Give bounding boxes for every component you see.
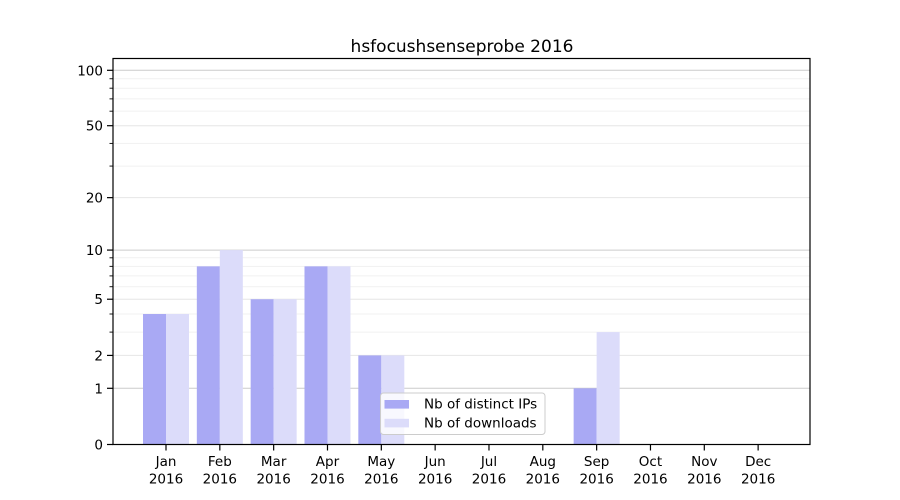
y-tick-label: 5 [94,292,103,308]
y-tick-label: 20 [86,191,103,207]
bar-apr-series1 [327,266,351,445]
bar-mar-series1 [273,299,297,445]
legend-swatch-distinct-ips [384,400,409,409]
x-tick-label-year: 2016 [418,472,452,488]
x-tick-label-month: Jul [480,454,497,470]
bar-jan-series0 [143,314,166,445]
x-tick-label-month: Jun [424,454,446,470]
x-tick-label-year: 2016 [203,472,237,488]
x-tick-label-year: 2016 [472,472,506,488]
y-tick-label: 10 [86,243,103,259]
bar-apr-series0 [304,266,328,445]
y-tick-label: 50 [86,119,103,135]
bars [143,250,620,445]
x-tick-label-month: Mar [261,454,287,470]
bar-may-series0 [358,355,382,445]
chart-title: hsfocushsenseprobe 2016 [351,37,574,57]
x-tick-label-month: Aug [530,454,556,470]
x-tick-label-month: Oct [639,454,662,470]
legend: Nb of distinct IPs Nb of downloads [380,392,546,435]
x-tick-label-year: 2016 [687,472,721,488]
legend-box [380,392,546,435]
y-tick-label: 0 [94,438,103,454]
x-axis: Jan 2016 Feb 2016 Mar 2016 Apr 2016 May 2016 Jun 20… [149,444,775,488]
legend-label-distinct-ips: Nb of distinct IPs [424,397,537,413]
bar-feb-series0 [196,266,220,445]
x-tick-label-month: Feb [208,454,232,470]
y-tick-label: 1 [94,381,103,397]
bar-sep-series0 [573,388,597,445]
legend-swatch-downloads [384,418,409,428]
bar-sep-series1 [596,332,620,445]
bar-feb-series1 [219,250,243,445]
x-tick-label-month: Dec [745,454,771,470]
x-tick-label-year: 2016 [256,472,290,488]
x-tick-label-year: 2016 [741,472,775,488]
x-tick-label-year: 2016 [364,472,398,488]
x-tick-label-year: 2016 [526,472,560,488]
x-tick-label-month: Sep [584,454,609,470]
x-tick-label-year: 2016 [149,472,183,488]
bar-jan-series1 [166,314,189,445]
x-tick-label-month: Nov [691,454,717,470]
x-tick-label-month: Jan [155,454,177,470]
x-tick-label-month: Apr [316,454,340,470]
plot-border [112,57,811,446]
legend-label-downloads: Nb of downloads [424,415,537,431]
y-tick-label: 100 [77,63,103,79]
x-tick-label-year: 2016 [633,472,667,488]
x-tick-label-year: 2016 [579,472,613,488]
y-tick-label: 2 [94,348,103,364]
y-axis: 0 1 2 5 10 20 50 100 [77,63,113,454]
bar-mar-series0 [250,299,274,445]
x-tick-label-year: 2016 [310,472,344,488]
x-tick-label-month: May [367,454,395,470]
